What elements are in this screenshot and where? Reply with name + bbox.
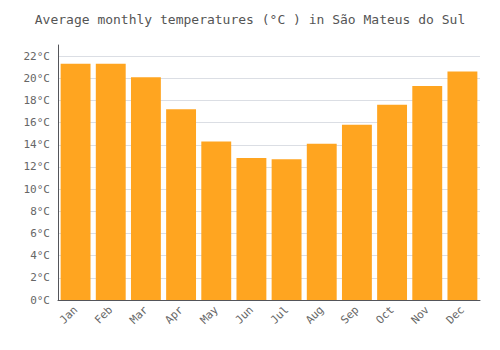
svg-text:Jan: Jan: [57, 303, 80, 326]
svg-text:Sep: Sep: [338, 303, 361, 326]
svg-text:Average monthly temperatures (: Average monthly temperatures (°C ) in Sã…: [35, 12, 465, 27]
svg-text:4°C: 4°C: [30, 249, 50, 262]
svg-text:Oct: Oct: [373, 303, 396, 326]
svg-text:2°C: 2°C: [30, 271, 50, 284]
svg-text:Jul: Jul: [268, 303, 291, 326]
svg-text:May: May: [198, 303, 221, 326]
svg-text:0°C: 0°C: [30, 294, 50, 307]
svg-text:20°C: 20°C: [24, 72, 51, 85]
svg-text:Apr: Apr: [162, 303, 185, 326]
svg-text:Mar: Mar: [127, 303, 150, 326]
svg-text:Feb: Feb: [92, 303, 115, 326]
svg-text:Nov: Nov: [409, 303, 432, 326]
svg-text:6°C: 6°C: [30, 227, 50, 240]
svg-text:16°C: 16°C: [24, 116, 51, 129]
svg-text:Jun: Jun: [233, 303, 256, 326]
svg-text:14°C: 14°C: [24, 138, 51, 151]
svg-text:Aug: Aug: [303, 303, 326, 326]
svg-text:8°C: 8°C: [30, 205, 50, 218]
svg-text:12°C: 12°C: [24, 160, 51, 173]
svg-text:22°C: 22°C: [24, 50, 51, 63]
svg-text:10°C: 10°C: [24, 183, 51, 196]
svg-text:Dec: Dec: [444, 303, 467, 326]
svg-text:18°C: 18°C: [24, 94, 51, 107]
